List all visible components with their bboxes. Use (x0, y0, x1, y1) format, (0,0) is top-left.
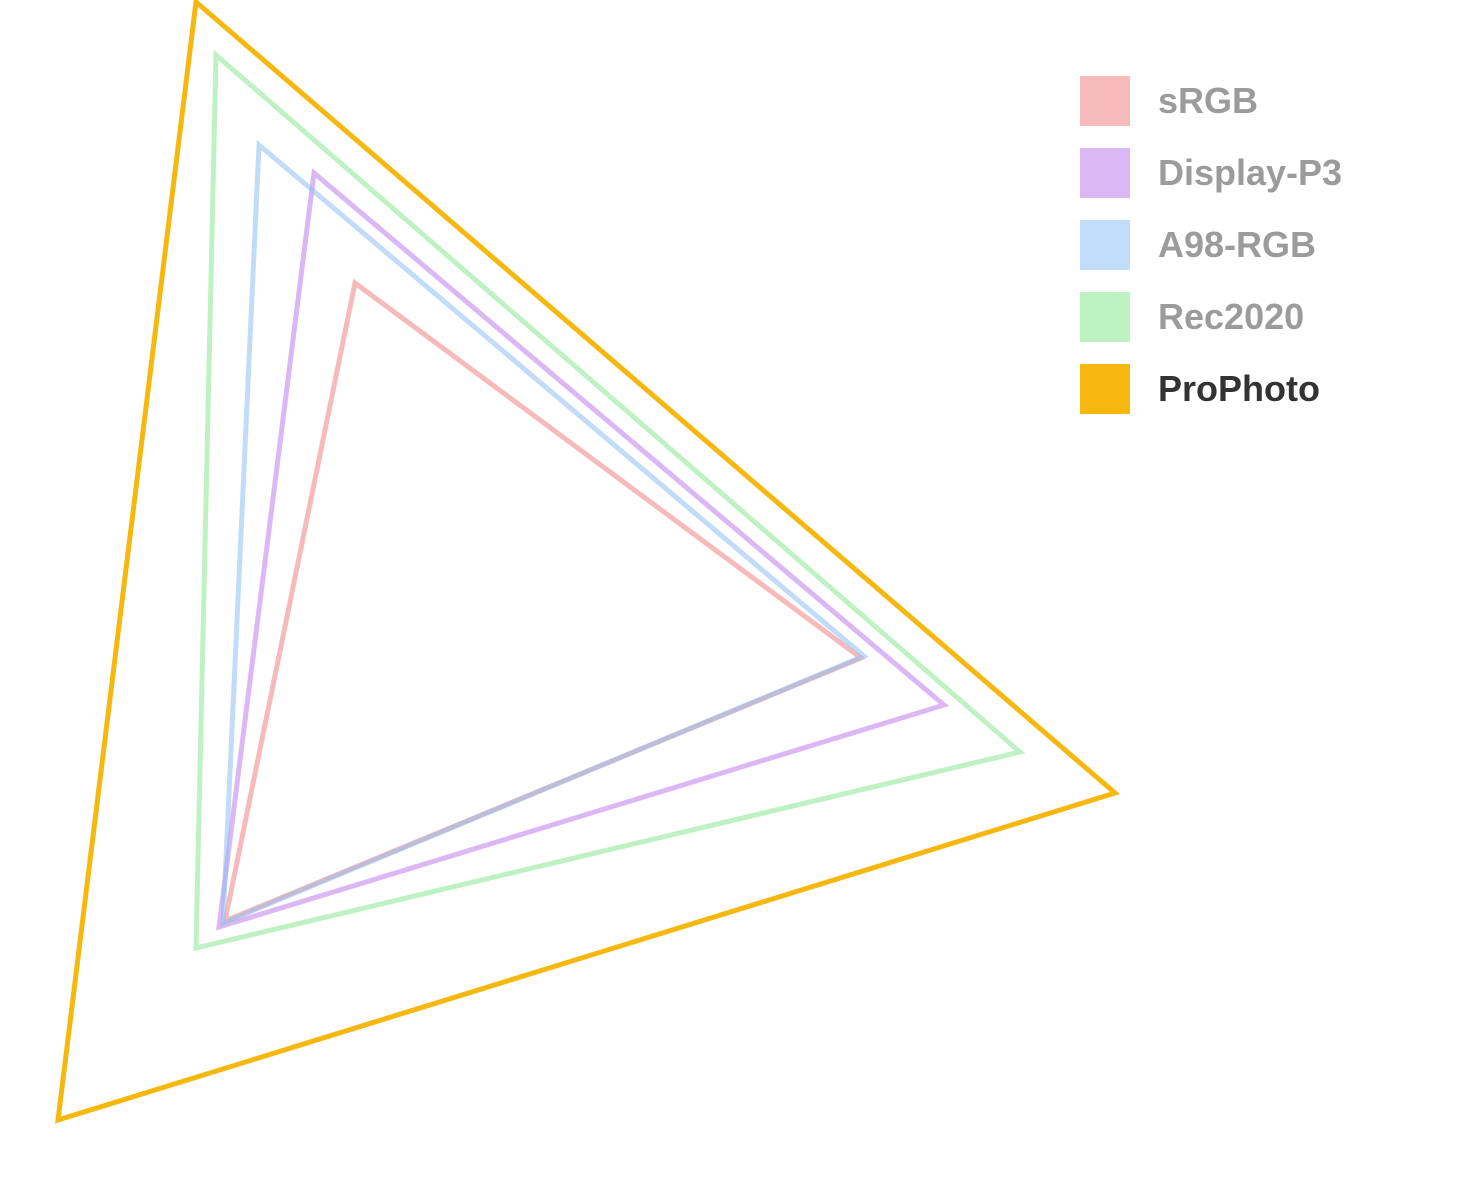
legend-label-display-p3: Display-P3 (1158, 152, 1342, 194)
legend-swatch-a98-rgb (1080, 220, 1130, 270)
legend-label-prophoto: ProPhoto (1158, 368, 1320, 410)
legend-swatch-rec2020 (1080, 292, 1130, 342)
legend-item-srgb[interactable]: sRGB (1080, 65, 1342, 137)
legend-swatch-prophoto (1080, 364, 1130, 414)
legend-label-rec2020: Rec2020 (1158, 296, 1304, 338)
legend-swatch-srgb (1080, 76, 1130, 126)
legend: sRGB Display-P3 A98-RGB Rec2020 ProPhoto (1080, 65, 1342, 425)
legend-label-srgb: sRGB (1158, 80, 1258, 122)
legend-item-prophoto[interactable]: ProPhoto (1080, 353, 1342, 425)
legend-label-a98-rgb: A98-RGB (1158, 224, 1316, 266)
legend-item-display-p3[interactable]: Display-P3 (1080, 137, 1342, 209)
legend-swatch-display-p3 (1080, 148, 1130, 198)
legend-item-a98-rgb[interactable]: A98-RGB (1080, 209, 1342, 281)
diagram-stage: sRGB Display-P3 A98-RGB Rec2020 ProPhoto (0, 0, 1473, 1194)
legend-item-rec2020[interactable]: Rec2020 (1080, 281, 1342, 353)
gamut-triangle-rec2020 (196, 55, 1020, 948)
gamut-triangle-prophoto (58, 2, 1115, 1120)
